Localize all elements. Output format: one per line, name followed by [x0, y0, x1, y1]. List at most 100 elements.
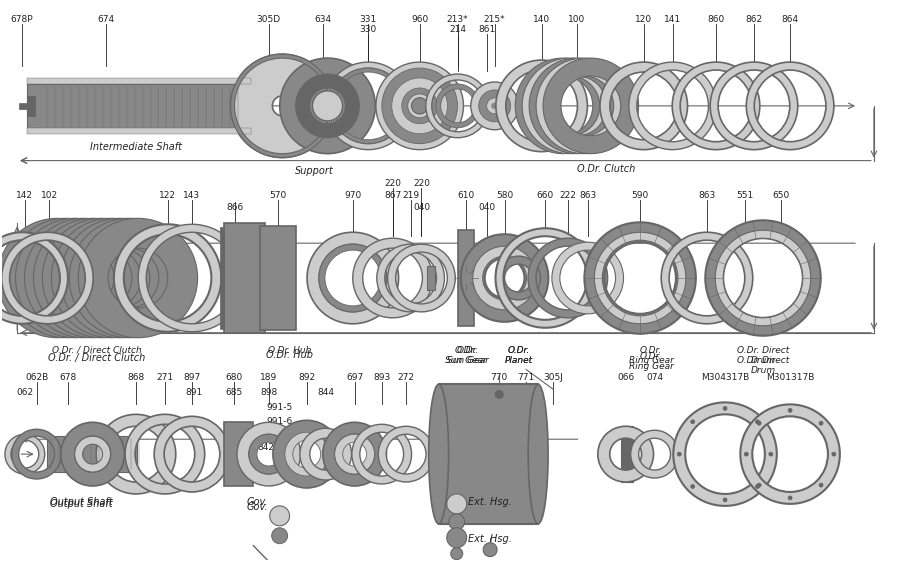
Wedge shape	[543, 58, 638, 154]
Wedge shape	[319, 244, 387, 312]
Circle shape	[479, 90, 510, 122]
Text: 970: 970	[344, 191, 361, 200]
Circle shape	[757, 483, 761, 487]
Text: 678P: 678P	[11, 15, 34, 24]
Wedge shape	[496, 228, 595, 328]
Text: 842: 842	[258, 443, 274, 452]
Wedge shape	[0, 218, 117, 338]
Bar	[27, 128, 251, 134]
Wedge shape	[597, 426, 654, 482]
Circle shape	[487, 98, 503, 114]
Text: O.Dr. / Direct Clutch: O.Dr. / Direct Clutch	[48, 353, 146, 362]
Wedge shape	[595, 232, 686, 324]
Text: 991-5: 991-5	[267, 403, 292, 412]
Text: Gov.: Gov.	[246, 497, 268, 507]
Circle shape	[411, 98, 428, 114]
Wedge shape	[528, 238, 607, 318]
Wedge shape	[436, 84, 479, 128]
Bar	[19, 103, 27, 109]
Circle shape	[271, 528, 288, 544]
Text: 100: 100	[568, 15, 586, 24]
Wedge shape	[353, 238, 432, 318]
Text: O.Dr. Hub: O.Dr. Hub	[268, 346, 311, 355]
Circle shape	[483, 542, 497, 557]
Wedge shape	[249, 434, 289, 474]
Wedge shape	[78, 218, 198, 338]
Text: O.Dr.
Sun Gear: O.Dr. Sun Gear	[445, 346, 487, 365]
Text: 122: 122	[159, 191, 176, 200]
Text: 271: 271	[156, 373, 173, 382]
Wedge shape	[125, 415, 204, 494]
Wedge shape	[496, 60, 587, 151]
Wedge shape	[672, 62, 760, 150]
Wedge shape	[388, 244, 455, 312]
Text: 040: 040	[413, 203, 430, 212]
Ellipse shape	[429, 384, 449, 524]
Text: O.Dr. Direct
Drum: O.Dr. Direct Drum	[737, 346, 789, 365]
Bar	[428, 266, 436, 290]
Text: O.Dr.
Planet: O.Dr. Planet	[505, 346, 533, 365]
Wedge shape	[96, 415, 176, 494]
Text: 580: 580	[496, 191, 513, 200]
Wedge shape	[300, 428, 351, 480]
Text: 272: 272	[398, 373, 415, 382]
Text: 062B: 062B	[25, 373, 48, 382]
Text: O.Dr.
Ring Gear: O.Dr. Ring Gear	[628, 346, 674, 365]
Text: 551: 551	[736, 191, 754, 200]
Bar	[27, 96, 35, 116]
Wedge shape	[706, 220, 821, 335]
Circle shape	[450, 548, 463, 560]
Wedge shape	[43, 218, 162, 338]
Text: 867: 867	[384, 191, 401, 200]
Text: Support: Support	[294, 165, 333, 176]
Text: 610: 610	[457, 191, 474, 200]
Text: O.Dr.
Sun Gear: O.Dr. Sun Gear	[447, 346, 489, 365]
Text: 898: 898	[261, 388, 278, 397]
Wedge shape	[740, 404, 840, 504]
Wedge shape	[382, 68, 458, 144]
Bar	[260, 226, 296, 330]
Bar	[265, 227, 270, 329]
Text: 331: 331	[360, 15, 377, 24]
Text: 680: 680	[226, 373, 243, 382]
Wedge shape	[15, 218, 135, 338]
Circle shape	[495, 390, 503, 398]
Circle shape	[449, 514, 465, 530]
Circle shape	[691, 420, 695, 424]
Text: 678: 678	[60, 373, 77, 382]
Wedge shape	[69, 218, 189, 338]
Text: 213*: 213*	[447, 15, 469, 24]
Text: M301317B: M301317B	[766, 373, 814, 382]
Text: 864: 864	[782, 15, 799, 24]
Wedge shape	[379, 426, 434, 482]
Wedge shape	[34, 218, 153, 338]
Wedge shape	[629, 62, 716, 150]
Wedge shape	[631, 430, 678, 478]
Circle shape	[677, 452, 681, 456]
Wedge shape	[324, 62, 412, 150]
Wedge shape	[552, 242, 624, 314]
Wedge shape	[536, 58, 632, 154]
Bar	[27, 84, 251, 128]
Text: 863: 863	[698, 191, 716, 200]
Text: 143: 143	[183, 191, 201, 200]
Wedge shape	[296, 74, 360, 137]
Text: M304317B: M304317B	[701, 373, 749, 382]
Bar	[458, 230, 474, 326]
Wedge shape	[585, 222, 696, 334]
Text: 222: 222	[559, 191, 577, 200]
Text: O.Dr. Clutch: O.Dr. Clutch	[577, 164, 635, 173]
Text: Gov.: Gov.	[246, 502, 268, 512]
Wedge shape	[61, 422, 124, 486]
Circle shape	[769, 452, 773, 456]
Wedge shape	[473, 246, 537, 310]
Bar	[27, 78, 251, 84]
Bar	[223, 422, 253, 486]
Text: -078: -078	[447, 443, 467, 452]
Wedge shape	[461, 234, 548, 322]
Text: 685: 685	[226, 388, 243, 397]
Wedge shape	[237, 422, 301, 486]
Text: O.Dr.
Ring Gear: O.Dr. Ring Gear	[628, 352, 674, 371]
Wedge shape	[273, 420, 340, 488]
Text: 650: 650	[773, 191, 790, 200]
